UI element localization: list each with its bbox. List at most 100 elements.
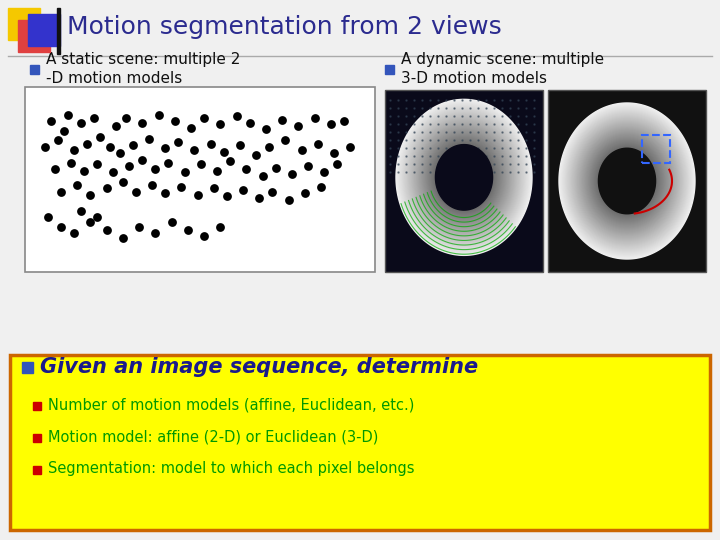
Bar <box>8 8 40 40</box>
Polygon shape <box>590 138 665 224</box>
Polygon shape <box>624 178 629 184</box>
Point <box>253 194 265 202</box>
Polygon shape <box>624 177 631 185</box>
Point <box>182 226 194 234</box>
Polygon shape <box>621 174 633 188</box>
Polygon shape <box>603 154 651 208</box>
Text: A static scene: multiple 2
-D motion models: A static scene: multiple 2 -D motion mod… <box>46 52 240 86</box>
Polygon shape <box>596 146 657 216</box>
Polygon shape <box>571 117 683 245</box>
Polygon shape <box>396 99 532 255</box>
Bar <box>548 90 706 272</box>
Polygon shape <box>599 149 655 213</box>
Point <box>276 115 288 124</box>
Polygon shape <box>620 173 634 189</box>
Point <box>315 183 327 191</box>
Polygon shape <box>573 119 680 242</box>
Point <box>84 218 96 226</box>
Polygon shape <box>432 140 496 214</box>
Polygon shape <box>595 145 659 217</box>
Point <box>215 120 226 129</box>
Point <box>328 149 340 158</box>
Polygon shape <box>615 167 639 194</box>
Polygon shape <box>612 164 642 199</box>
Polygon shape <box>448 159 480 196</box>
Polygon shape <box>414 120 514 235</box>
Polygon shape <box>436 145 492 210</box>
Polygon shape <box>413 119 515 236</box>
Polygon shape <box>598 148 655 214</box>
Polygon shape <box>588 136 666 226</box>
Point <box>143 134 155 143</box>
Polygon shape <box>622 175 632 187</box>
Polygon shape <box>600 150 654 212</box>
Polygon shape <box>603 153 652 210</box>
Point <box>266 187 278 196</box>
Point <box>240 165 252 173</box>
Bar <box>642 135 670 163</box>
Point <box>163 158 174 167</box>
Polygon shape <box>416 123 512 232</box>
Bar <box>22 362 33 373</box>
Polygon shape <box>439 149 489 206</box>
Point <box>169 117 181 125</box>
Polygon shape <box>590 139 664 223</box>
Polygon shape <box>428 137 500 218</box>
Polygon shape <box>406 111 522 244</box>
Point <box>68 146 80 154</box>
Point <box>150 165 161 173</box>
Point <box>283 195 294 204</box>
Polygon shape <box>452 164 476 191</box>
Polygon shape <box>430 138 498 217</box>
Point <box>45 117 57 125</box>
Polygon shape <box>605 156 649 206</box>
Point <box>251 151 262 159</box>
Polygon shape <box>570 114 685 247</box>
Point <box>318 168 330 177</box>
Polygon shape <box>567 112 688 250</box>
Polygon shape <box>572 118 683 245</box>
Polygon shape <box>600 151 653 211</box>
Point <box>137 118 148 127</box>
Polygon shape <box>575 120 680 241</box>
Polygon shape <box>462 176 466 179</box>
Point <box>234 141 246 150</box>
Polygon shape <box>625 179 629 183</box>
Polygon shape <box>567 113 686 249</box>
Polygon shape <box>579 125 675 237</box>
Bar <box>25 87 375 272</box>
Bar <box>33 402 41 410</box>
Bar <box>385 65 394 74</box>
Point <box>260 125 271 133</box>
Polygon shape <box>435 144 493 211</box>
Polygon shape <box>456 168 472 186</box>
Polygon shape <box>608 159 646 202</box>
Point <box>338 117 349 125</box>
Polygon shape <box>405 110 523 245</box>
Polygon shape <box>444 154 485 201</box>
Polygon shape <box>560 104 694 258</box>
Polygon shape <box>429 137 499 217</box>
Point <box>127 141 138 150</box>
Polygon shape <box>399 102 529 252</box>
Point <box>114 149 125 158</box>
Polygon shape <box>585 132 670 230</box>
Polygon shape <box>598 148 656 214</box>
Point <box>75 206 86 215</box>
Point <box>270 163 282 172</box>
Polygon shape <box>444 155 484 200</box>
Polygon shape <box>443 153 485 202</box>
Polygon shape <box>587 135 667 227</box>
Polygon shape <box>462 174 467 180</box>
Polygon shape <box>446 157 482 198</box>
Polygon shape <box>408 113 520 242</box>
Polygon shape <box>566 111 688 251</box>
Point <box>133 222 145 231</box>
Polygon shape <box>608 159 647 204</box>
Polygon shape <box>418 124 510 231</box>
Polygon shape <box>423 131 505 224</box>
Polygon shape <box>577 124 677 239</box>
Bar <box>33 466 41 474</box>
Polygon shape <box>614 166 640 195</box>
Point <box>192 191 203 199</box>
